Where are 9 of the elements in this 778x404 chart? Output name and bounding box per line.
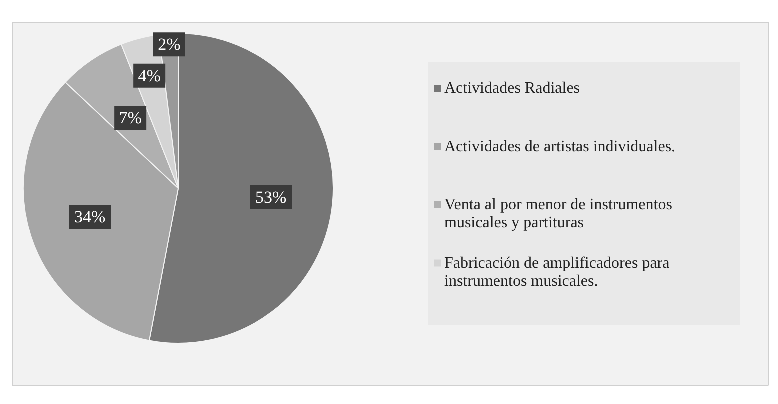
legend-label: Fabricación de amplificadores para instrumentos musicales. bbox=[444, 254, 670, 290]
legend-label: Actividades Radiales bbox=[444, 80, 580, 97]
legend-label: Venta al por menor de instrumentos musicales y partituras bbox=[444, 196, 672, 232]
data-label: 34% bbox=[74, 208, 106, 227]
legend-label: Actividades de artistas individuales. bbox=[444, 138, 676, 156]
data-label: 4% bbox=[138, 66, 161, 86]
data-label: 7% bbox=[119, 108, 142, 128]
data-label: 53% bbox=[256, 188, 287, 207]
data-label: 2% bbox=[158, 35, 181, 54]
